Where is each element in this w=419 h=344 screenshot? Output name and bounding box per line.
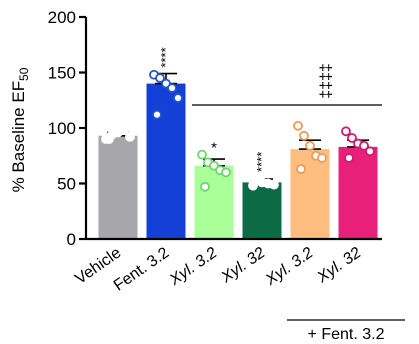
data-point: [299, 130, 309, 141]
data-point: [269, 179, 279, 190]
data-point: [359, 140, 369, 151]
data-point: [173, 93, 183, 103]
bar: [194, 165, 234, 239]
y-axis-title: % Baseline EF50: [9, 67, 31, 192]
data-point: [347, 133, 357, 143]
data-point: [125, 131, 135, 142]
bar: [290, 149, 330, 239]
data-point: [344, 153, 354, 163]
significance-label: ****: [158, 47, 173, 67]
comparison-line: ‡‡‡‡: [192, 63, 382, 106]
significance-label: ****: [254, 152, 269, 172]
y-tick-label: 150: [48, 64, 76, 83]
bar: [338, 146, 378, 239]
significance-label: *: [211, 140, 217, 157]
y-axis-label-subscript: 50: [17, 67, 31, 81]
y-axis: 0 50 100 150 200: [48, 8, 88, 249]
data-point: [167, 83, 177, 93]
data-point: [221, 167, 231, 178]
y-tick-label: 0: [67, 230, 76, 249]
data-point: [293, 120, 303, 131]
data-point: [119, 125, 129, 136]
data-point: [200, 181, 210, 192]
data-point: [152, 109, 162, 120]
data-point: [341, 126, 351, 137]
data-point: [317, 153, 327, 163]
bar: [242, 182, 282, 239]
data-point: [248, 180, 258, 191]
data-point: [305, 140, 315, 151]
data-point: [296, 164, 306, 174]
data-point: [155, 73, 165, 83]
x-tick-label: Xyl. 3.2: [166, 244, 220, 289]
group-bracket: + Fent. 3.2: [287, 319, 405, 343]
data-point: [104, 134, 114, 145]
x-tick-label: Fent. 3.2: [111, 244, 173, 294]
dagger-label: ‡‡‡‡: [318, 63, 335, 99]
data-point: [365, 146, 375, 157]
bar: [146, 83, 186, 239]
x-tick-label: Xyl. 3.2: [262, 244, 316, 289]
x-tick-label: Xyl. 32: [218, 244, 269, 287]
x-tick-label: Xyl. 32: [314, 244, 365, 287]
y-tick-label: 50: [57, 175, 76, 194]
group-label: + Fent. 3.2: [308, 326, 385, 343]
data-point: [197, 149, 207, 160]
y-axis-label: % Baseline EF50: [9, 67, 31, 192]
y-tick-label: 200: [48, 8, 76, 27]
bar: [98, 135, 138, 239]
bars: [98, 83, 378, 239]
data-points: [101, 69, 375, 192]
significance-labels: *********: [158, 47, 269, 172]
y-tick-label: 100: [48, 119, 76, 138]
